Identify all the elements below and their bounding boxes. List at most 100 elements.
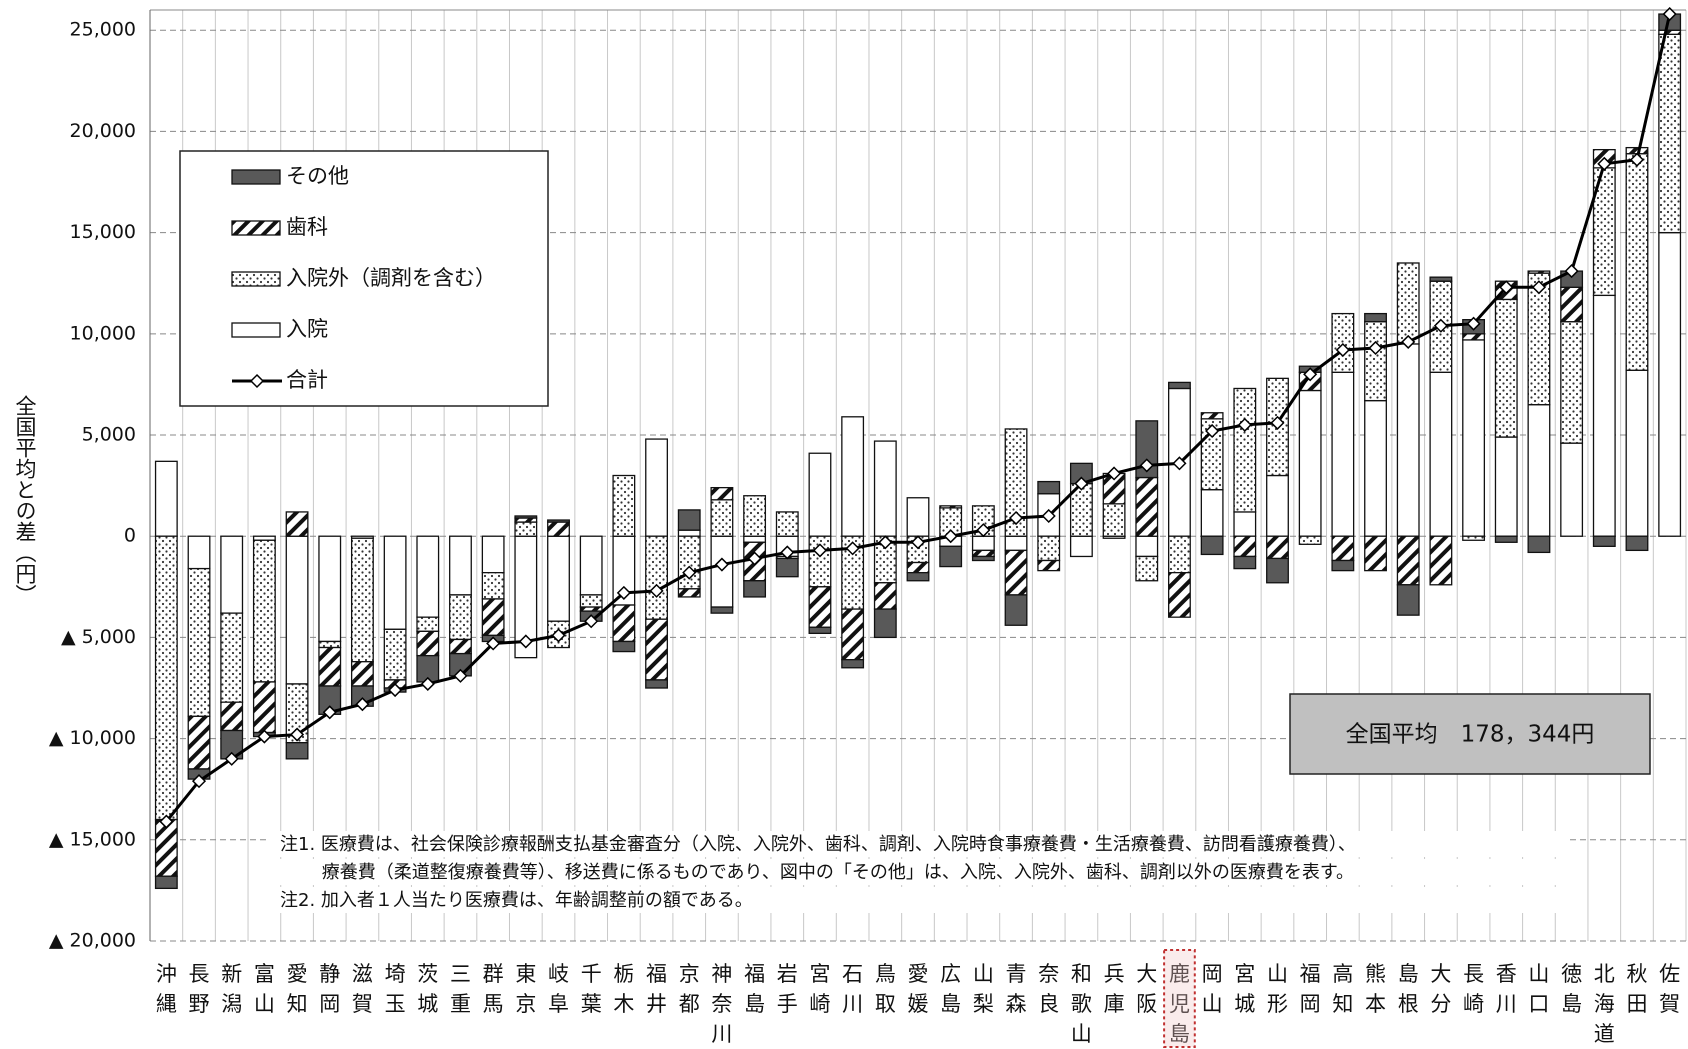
x-tick-char: 岡: [1300, 992, 1321, 1016]
x-tick-label: 鳥取: [875, 962, 896, 1016]
x-tick-label: 大阪: [1136, 962, 1157, 1016]
total-marker: [1270, 415, 1285, 430]
x-tick-char: 千: [581, 962, 602, 986]
total-marker: [1499, 280, 1514, 295]
bar-segment: [1396, 535, 1420, 586]
bar-segment: [612, 640, 636, 653]
bar-segment: [808, 452, 832, 537]
bar-segment: [939, 505, 963, 509]
bar-segment: [1037, 535, 1061, 562]
legend-label: 入院: [286, 317, 328, 341]
x-tick-char: 山: [1528, 962, 1549, 986]
bar-segment: [1560, 321, 1584, 444]
bar-segment: [1364, 321, 1387, 402]
total-marker: [1139, 458, 1154, 473]
x-tick-char: 島: [1398, 962, 1419, 986]
x-tick-char: 埼: [385, 962, 406, 986]
bar-segment: [1625, 369, 1649, 537]
x-tick-char: 秋: [1626, 962, 1647, 986]
x-tick-label: 福島: [744, 962, 765, 1016]
x-tick-label: 群馬: [483, 962, 504, 1016]
bar-segment: [1135, 555, 1159, 582]
bar-segment: [1233, 511, 1257, 537]
legend-label: 歯科: [286, 215, 328, 239]
bar-segment: [383, 535, 407, 630]
bar-segment: [775, 511, 799, 537]
x-tick-char: 佐: [1659, 962, 1680, 986]
x-tick-char: 福: [744, 962, 765, 986]
bar-segment: [677, 588, 701, 598]
x-tick-char: 形: [1267, 992, 1288, 1016]
bar-segment: [1135, 476, 1159, 537]
total-marker: [1008, 510, 1024, 526]
bar-segment: [971, 549, 995, 558]
total-marker: [1401, 334, 1416, 349]
bar-segment: [383, 628, 407, 681]
x-tick-char: 京: [679, 962, 700, 986]
x-tick-char: 香: [1496, 962, 1517, 986]
bar-segment: [1429, 276, 1453, 282]
bar-segment: [775, 557, 799, 578]
bar-segment: [1658, 33, 1682, 234]
total-marker: [1629, 152, 1645, 167]
total-marker: [1303, 367, 1318, 382]
x-tick-char: 川: [842, 992, 863, 1016]
bar-segment: [873, 608, 897, 639]
bar-segment: [154, 460, 178, 537]
bar-segment: [1527, 270, 1551, 274]
x-tick-char: 奈: [1038, 962, 1059, 986]
bar-segment: [677, 529, 701, 537]
x-tick-char: 分: [1430, 992, 1451, 1016]
bar-segment: [645, 679, 668, 689]
bar-segment: [187, 535, 211, 570]
bar-segment: [1364, 535, 1387, 572]
bar-segment: [449, 638, 472, 655]
legend-label: その他: [286, 164, 349, 188]
bar-segment: [1168, 571, 1191, 618]
bar-segment: [677, 535, 701, 590]
total-marker: [355, 697, 370, 712]
bar-segment: [1135, 535, 1159, 558]
x-tick-char: 手: [777, 992, 798, 1016]
bar-segment: [743, 535, 767, 543]
bar-segment: [1102, 503, 1126, 537]
bar-segment: [808, 586, 832, 628]
x-tick-label: 香川: [1496, 962, 1517, 1016]
x-tick-char: 口: [1528, 992, 1549, 1016]
bar-segment: [1135, 420, 1159, 479]
x-tick-char: 根: [1398, 992, 1419, 1016]
x-tick-char: 庫: [1104, 992, 1125, 1016]
total-marker: [747, 551, 762, 566]
x-tick-label: 山形: [1267, 962, 1288, 1016]
bar-segment: [677, 509, 701, 531]
legend-marker: [249, 373, 265, 389]
x-tick-char: 賀: [1659, 992, 1680, 1016]
x-tick-label: 北海道: [1594, 962, 1615, 1046]
y-tick-label: 5,000: [82, 424, 136, 446]
x-tick-char: 愛: [287, 962, 308, 986]
x-tick-char: 玉: [385, 992, 406, 1016]
legend-label: 合計: [286, 368, 328, 392]
bar-segment: [481, 535, 505, 574]
bar-segment: [1592, 294, 1616, 537]
x-tick-label: 兵庫: [1104, 962, 1125, 1016]
x-tick-char: 良: [1038, 992, 1059, 1016]
bar-segment: [416, 535, 440, 618]
bar-segment: [808, 626, 832, 635]
bar-segment: [1266, 474, 1289, 537]
x-tick-label: 新潟: [221, 962, 242, 1016]
total-marker: [1368, 340, 1383, 356]
bar-segment: [416, 630, 440, 657]
bar-segment: [285, 742, 309, 760]
x-tick-char: 静: [319, 962, 340, 986]
total-marker: [584, 614, 599, 629]
x-tick-label: 山梨: [973, 962, 994, 1016]
total-marker: [551, 628, 566, 643]
x-tick-char: 賀: [352, 992, 373, 1016]
total-marker: [420, 676, 435, 692]
bar-segment: [873, 440, 897, 537]
x-tick-label: 石川: [842, 962, 863, 1016]
total-marker: [780, 545, 795, 560]
x-tick-char: 阪: [1136, 992, 1157, 1016]
x-tick-char: 川: [1496, 992, 1517, 1016]
